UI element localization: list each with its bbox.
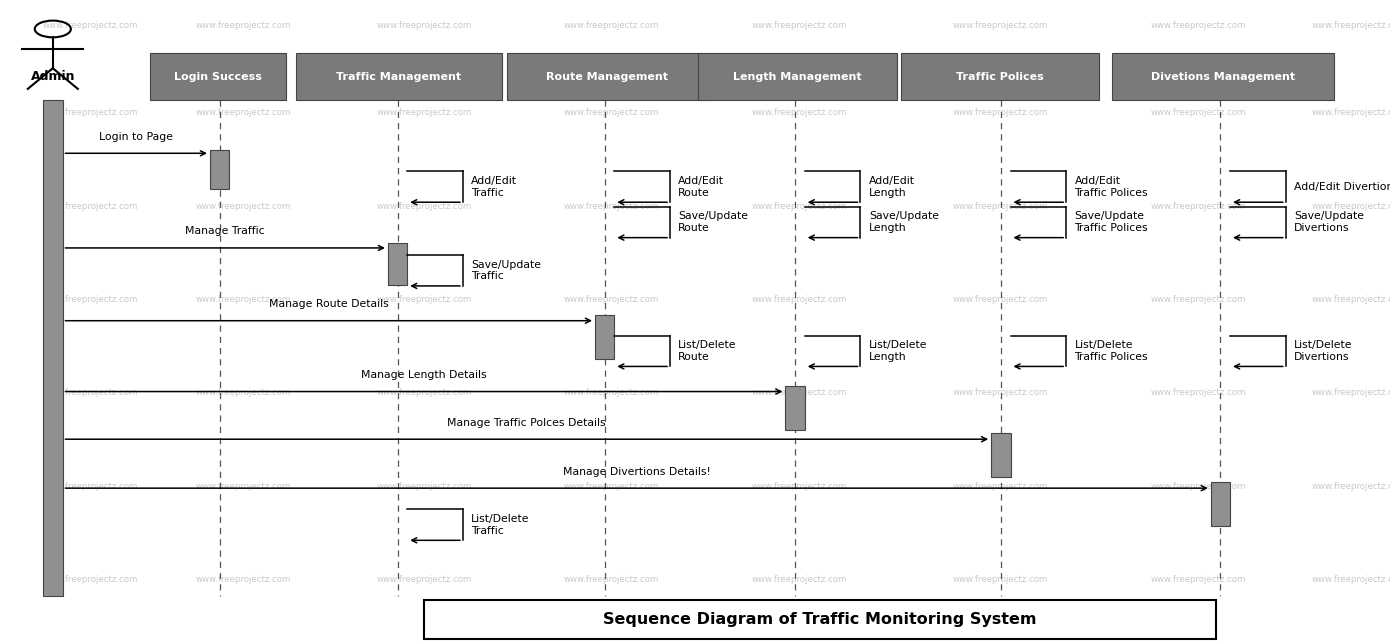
Text: www.freeprojectz.com: www.freeprojectz.com <box>196 575 291 584</box>
Text: www.freeprojectz.com: www.freeprojectz.com <box>43 108 138 117</box>
Text: www.freeprojectz.com: www.freeprojectz.com <box>1151 21 1245 30</box>
Text: www.freeprojectz.com: www.freeprojectz.com <box>1312 388 1390 397</box>
Text: www.freeprojectz.com: www.freeprojectz.com <box>752 388 847 397</box>
Text: www.freeprojectz.com: www.freeprojectz.com <box>1151 482 1245 491</box>
Text: Save/Update
Route: Save/Update Route <box>678 211 748 233</box>
Text: www.freeprojectz.com: www.freeprojectz.com <box>564 108 659 117</box>
Bar <box>785 386 805 430</box>
Text: www.freeprojectz.com: www.freeprojectz.com <box>564 21 659 30</box>
Text: www.freeprojectz.com: www.freeprojectz.com <box>377 202 471 211</box>
Text: Manage Route Details: Manage Route Details <box>268 299 389 309</box>
Text: List/Delete
Route: List/Delete Route <box>678 340 737 362</box>
Text: www.freeprojectz.com: www.freeprojectz.com <box>1151 295 1245 304</box>
Bar <box>150 53 286 100</box>
Text: www.freeprojectz.com: www.freeprojectz.com <box>43 21 138 30</box>
Text: Save/Update
Divertions: Save/Update Divertions <box>1294 211 1364 233</box>
Bar <box>1211 482 1230 526</box>
Bar <box>901 53 1099 100</box>
Text: www.freeprojectz.com: www.freeprojectz.com <box>564 202 659 211</box>
Text: List/Delete
Traffic Polices: List/Delete Traffic Polices <box>1074 340 1148 362</box>
Bar <box>1112 53 1334 100</box>
Text: Add/Edit
Length: Add/Edit Length <box>869 176 915 198</box>
Text: Add/Edit
Traffic Polices: Add/Edit Traffic Polices <box>1074 176 1148 198</box>
Text: www.freeprojectz.com: www.freeprojectz.com <box>377 21 471 30</box>
Bar <box>43 100 63 596</box>
Text: www.freeprojectz.com: www.freeprojectz.com <box>377 388 471 397</box>
Text: Length Management: Length Management <box>733 71 862 82</box>
Bar <box>507 53 706 100</box>
Text: Traffic Management: Traffic Management <box>336 71 461 82</box>
Bar <box>698 53 897 100</box>
Text: www.freeprojectz.com: www.freeprojectz.com <box>196 202 291 211</box>
Text: www.freeprojectz.com: www.freeprojectz.com <box>954 21 1048 30</box>
Text: List/Delete
Length: List/Delete Length <box>869 340 927 362</box>
Text: www.freeprojectz.com: www.freeprojectz.com <box>1312 108 1390 117</box>
Text: Add/Edit
Route: Add/Edit Route <box>678 176 724 198</box>
Text: www.freeprojectz.com: www.freeprojectz.com <box>954 108 1048 117</box>
Text: Login Success: Login Success <box>174 71 263 82</box>
Text: www.freeprojectz.com: www.freeprojectz.com <box>43 202 138 211</box>
Text: Save/Update
Length: Save/Update Length <box>869 211 938 233</box>
Text: Manage Traffic: Manage Traffic <box>185 226 265 236</box>
Text: Add/Edit
Traffic: Add/Edit Traffic <box>471 176 517 198</box>
Text: www.freeprojectz.com: www.freeprojectz.com <box>196 295 291 304</box>
Text: www.freeprojectz.com: www.freeprojectz.com <box>1312 575 1390 584</box>
Text: www.freeprojectz.com: www.freeprojectz.com <box>43 295 138 304</box>
Text: Manage Traffic Polces Details: Manage Traffic Polces Details <box>448 417 606 428</box>
Bar <box>296 53 502 100</box>
Text: www.freeprojectz.com: www.freeprojectz.com <box>377 295 471 304</box>
Text: Admin: Admin <box>31 70 75 83</box>
Bar <box>991 433 1011 477</box>
Text: www.freeprojectz.com: www.freeprojectz.com <box>377 108 471 117</box>
Text: www.freeprojectz.com: www.freeprojectz.com <box>752 21 847 30</box>
Text: www.freeprojectz.com: www.freeprojectz.com <box>1312 21 1390 30</box>
Text: www.freeprojectz.com: www.freeprojectz.com <box>954 388 1048 397</box>
Text: www.freeprojectz.com: www.freeprojectz.com <box>752 575 847 584</box>
Text: Sequence Diagram of Traffic Monitoring System: Sequence Diagram of Traffic Monitoring S… <box>603 612 1037 627</box>
Text: www.freeprojectz.com: www.freeprojectz.com <box>1312 482 1390 491</box>
Text: www.freeprojectz.com: www.freeprojectz.com <box>752 295 847 304</box>
Text: www.freeprojectz.com: www.freeprojectz.com <box>43 482 138 491</box>
Text: www.freeprojectz.com: www.freeprojectz.com <box>564 388 659 397</box>
Text: www.freeprojectz.com: www.freeprojectz.com <box>954 202 1048 211</box>
Text: List/Delete
Traffic: List/Delete Traffic <box>471 514 530 536</box>
Text: Divetions Management: Divetions Management <box>1151 71 1295 82</box>
Text: Save/Update
Traffic: Save/Update Traffic <box>471 260 541 281</box>
Text: List/Delete
Divertions: List/Delete Divertions <box>1294 340 1352 362</box>
Text: www.freeprojectz.com: www.freeprojectz.com <box>1312 202 1390 211</box>
Text: www.freeprojectz.com: www.freeprojectz.com <box>564 482 659 491</box>
Text: www.freeprojectz.com: www.freeprojectz.com <box>954 482 1048 491</box>
Text: www.freeprojectz.com: www.freeprojectz.com <box>752 482 847 491</box>
Text: www.freeprojectz.com: www.freeprojectz.com <box>43 388 138 397</box>
Text: Traffic Polices: Traffic Polices <box>956 71 1044 82</box>
Text: www.freeprojectz.com: www.freeprojectz.com <box>196 21 291 30</box>
Text: www.freeprojectz.com: www.freeprojectz.com <box>954 295 1048 304</box>
Text: Login to Page: Login to Page <box>99 131 174 142</box>
Text: Manage Length Details: Manage Length Details <box>361 370 486 380</box>
Text: www.freeprojectz.com: www.freeprojectz.com <box>196 482 291 491</box>
Text: www.freeprojectz.com: www.freeprojectz.com <box>564 575 659 584</box>
Text: www.freeprojectz.com: www.freeprojectz.com <box>196 108 291 117</box>
Text: www.freeprojectz.com: www.freeprojectz.com <box>954 575 1048 584</box>
Bar <box>424 600 1216 639</box>
Text: www.freeprojectz.com: www.freeprojectz.com <box>43 575 138 584</box>
Text: www.freeprojectz.com: www.freeprojectz.com <box>752 202 847 211</box>
Text: www.freeprojectz.com: www.freeprojectz.com <box>564 295 659 304</box>
Text: Save/Update
Traffic Polices: Save/Update Traffic Polices <box>1074 211 1148 233</box>
Text: www.freeprojectz.com: www.freeprojectz.com <box>1312 295 1390 304</box>
Text: www.freeprojectz.com: www.freeprojectz.com <box>377 482 471 491</box>
Text: www.freeprojectz.com: www.freeprojectz.com <box>377 575 471 584</box>
Bar <box>210 150 229 189</box>
Text: www.freeprojectz.com: www.freeprojectz.com <box>1151 108 1245 117</box>
Text: www.freeprojectz.com: www.freeprojectz.com <box>1151 575 1245 584</box>
Text: www.freeprojectz.com: www.freeprojectz.com <box>1151 388 1245 397</box>
Text: www.freeprojectz.com: www.freeprojectz.com <box>1151 202 1245 211</box>
Text: www.freeprojectz.com: www.freeprojectz.com <box>196 388 291 397</box>
Text: Route Management: Route Management <box>546 71 667 82</box>
Text: Manage Divertions Details!: Manage Divertions Details! <box>563 466 710 477</box>
Bar <box>388 243 407 285</box>
Text: Add/Edit Divertions: Add/Edit Divertions <box>1294 182 1390 192</box>
Bar <box>595 315 614 359</box>
Text: www.freeprojectz.com: www.freeprojectz.com <box>752 108 847 117</box>
